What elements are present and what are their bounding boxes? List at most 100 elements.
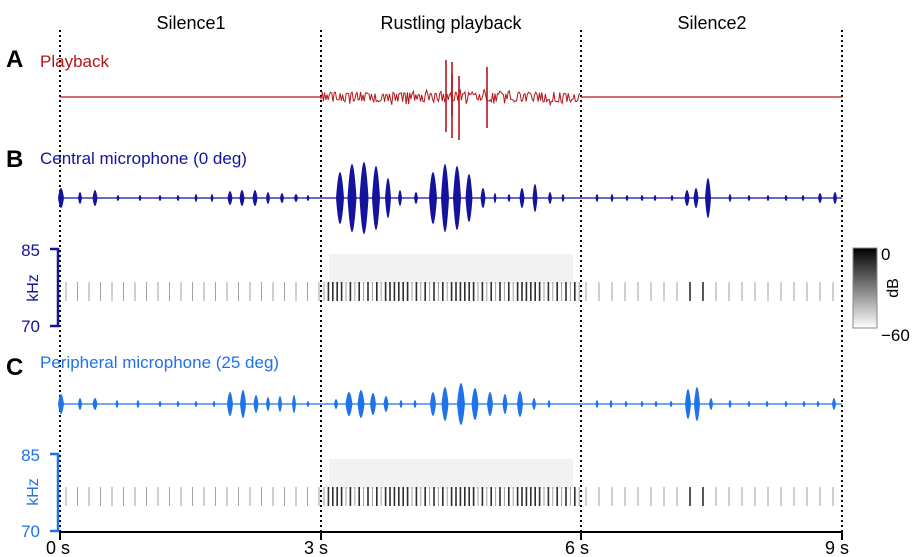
- central-pulse-9: [227, 191, 233, 205]
- central-pulse-23: [429, 172, 437, 224]
- central-pulse-25: [453, 166, 461, 230]
- peripheral-pulse-16: [334, 399, 338, 409]
- peripheral-pulse-15: [306, 401, 310, 407]
- peripheral-frequency-scale: 85 70 kHz: [21, 446, 60, 541]
- peripheral-spec-haze: [329, 459, 573, 489]
- peripheral-pulse-12: [266, 397, 270, 411]
- central-pulse-39: [670, 195, 674, 201]
- peripheral-pulse-45: [802, 401, 806, 407]
- colorbar-bottom-label: −60: [881, 326, 910, 345]
- central-pulse-12: [266, 192, 270, 204]
- central-frequency-scale: 85 70 kHz: [21, 241, 60, 336]
- peripheral-pulse-19: [370, 393, 376, 415]
- peripheral-pulse-36: [654, 401, 658, 407]
- peripheral-pulse-31: [547, 400, 551, 408]
- peripheral-pulse-37: [669, 401, 673, 407]
- central-pulse-22: [414, 192, 418, 204]
- central-pulse-41: [693, 188, 699, 208]
- peripheral-pulse-22: [413, 400, 417, 408]
- central-pulse-2: [92, 190, 98, 206]
- playback-waveform: [60, 60, 842, 140]
- central-pulse-3: [116, 195, 120, 201]
- central-pulse-38: [653, 195, 657, 201]
- peripheral-pulse-47: [832, 398, 836, 410]
- peripheral-freq-top: 85: [21, 446, 40, 465]
- central-pulse-40: [684, 190, 690, 206]
- peripheral-pulse-34: [624, 401, 628, 407]
- panel-c-title: Peripheral microphone (25 deg): [40, 353, 279, 372]
- central-pulse-5: [158, 195, 162, 201]
- peripheral-pulse-26: [471, 388, 479, 420]
- central-pulse-24: [441, 164, 449, 232]
- peripheral-pulse-38: [685, 389, 691, 419]
- peripheral-pulse-43: [765, 401, 769, 407]
- panel-c-letter: C: [6, 354, 23, 381]
- peripheral-pulse-3: [115, 400, 119, 408]
- playback-noise: [320, 88, 581, 107]
- time-tick-label-0: 0 s: [46, 538, 70, 557]
- central-pulse-8: [210, 194, 214, 202]
- central-pulse-18: [359, 162, 369, 234]
- central-freq-top: 85: [21, 241, 40, 260]
- peripheral-pulse-28: [502, 394, 508, 414]
- segment-label-silence2: Silence2: [677, 13, 746, 33]
- peripheral-pulse-29: [517, 391, 523, 417]
- central-pulse-14: [294, 194, 298, 202]
- central-pulse-44: [747, 195, 751, 201]
- peripheral-pulse-42: [747, 401, 751, 407]
- central-pulse-36: [625, 195, 629, 201]
- segment-label-rustling: Rustling playback: [380, 13, 522, 33]
- central-pulse-13: [280, 193, 284, 203]
- peripheral-pulse-32: [595, 400, 599, 408]
- peripheral-pulse-0: [58, 394, 64, 414]
- central-pulse-49: [833, 192, 837, 204]
- panel-a-title: Playback: [40, 52, 109, 71]
- central-pulse-26: [465, 174, 473, 222]
- peripheral-pulse-9: [227, 392, 233, 416]
- peripheral-freq-unit: kHz: [25, 478, 42, 506]
- peripheral-pulse-24: [441, 387, 449, 421]
- peripheral-waveform: [58, 383, 842, 425]
- peripheral-pulse-17: [345, 392, 353, 416]
- central-pulse-4: [138, 195, 142, 201]
- central-pulse-11: [252, 190, 258, 206]
- central-pulse-43: [728, 194, 732, 202]
- central-pulse-20: [385, 178, 391, 218]
- peripheral-pulse-33: [609, 400, 613, 408]
- peripheral-freq-bottom: 70: [21, 522, 40, 541]
- time-tick-label-9: 9 s: [825, 538, 849, 557]
- central-pulse-45: [766, 195, 770, 201]
- central-pulse-46: [784, 195, 788, 201]
- central-pulse-31: [532, 184, 538, 212]
- time-tick-label-3: 3 s: [304, 538, 328, 557]
- colorbar-top-label: 0: [881, 245, 890, 264]
- panel-b-letter: B: [6, 146, 23, 173]
- peripheral-pulse-39: [694, 387, 700, 421]
- central-freq-unit: kHz: [25, 274, 42, 302]
- central-pulse-28: [493, 193, 497, 203]
- central-pulse-0: [58, 188, 64, 208]
- segment-label-silence1: Silence1: [156, 13, 225, 33]
- central-pulse-10: [239, 190, 245, 206]
- peripheral-pulse-25: [457, 383, 465, 425]
- peripheral-pulse-5: [158, 401, 162, 407]
- central-pulse-6: [176, 195, 180, 201]
- time-axis: 0 s 3 s 6 s 9 s: [46, 531, 849, 557]
- central-pulse-29: [507, 194, 511, 202]
- time-tick-label-6: 6 s: [565, 538, 589, 557]
- peripheral-pulse-23: [430, 392, 436, 416]
- peripheral-pulse-10: [240, 390, 246, 418]
- central-waveform: [58, 162, 842, 234]
- central-pulse-7: [194, 194, 198, 202]
- peripheral-pulse-46: [816, 401, 820, 407]
- central-pulse-33: [561, 194, 565, 202]
- central-pulse-37: [640, 195, 644, 201]
- peripheral-pulse-30: [532, 398, 536, 410]
- peripheral-pulse-40: [709, 398, 713, 410]
- peripheral-pulse-44: [784, 401, 788, 407]
- peripheral-pulse-27: [487, 392, 493, 416]
- central-pulse-21: [398, 190, 402, 206]
- central-pulse-42: [705, 178, 711, 218]
- central-freq-bottom: 70: [21, 317, 40, 336]
